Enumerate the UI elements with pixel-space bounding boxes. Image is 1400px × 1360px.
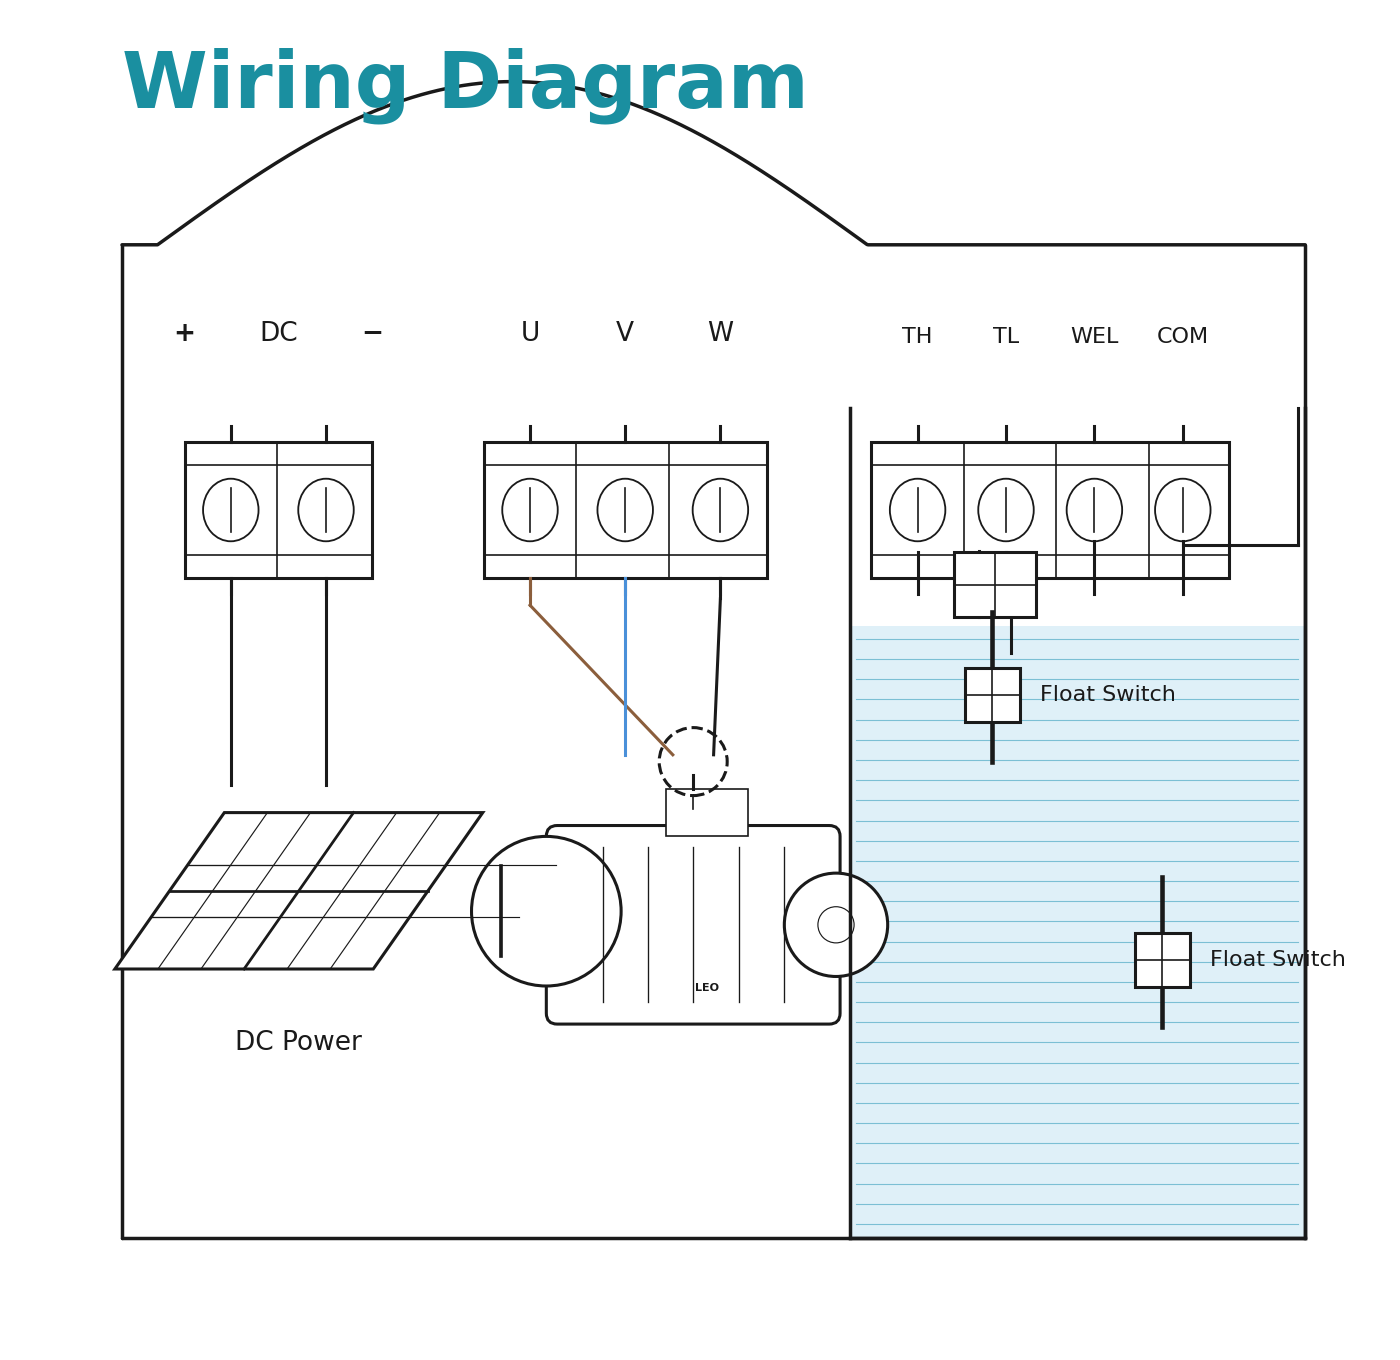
Ellipse shape xyxy=(693,479,748,541)
Text: LEO: LEO xyxy=(694,983,718,993)
Bar xyxy=(850,626,1305,1238)
Text: COM: COM xyxy=(1156,326,1208,347)
Text: V: V xyxy=(616,321,634,347)
Bar xyxy=(1135,933,1190,987)
FancyBboxPatch shape xyxy=(546,826,840,1024)
Text: TH: TH xyxy=(903,326,932,347)
Text: WEL: WEL xyxy=(1070,326,1119,347)
Bar xyxy=(666,789,748,836)
Ellipse shape xyxy=(890,479,945,541)
Text: Wiring Diagram: Wiring Diagram xyxy=(122,48,809,124)
Bar xyxy=(955,552,1036,617)
Text: DC Power: DC Power xyxy=(235,1031,363,1057)
Ellipse shape xyxy=(203,479,259,541)
Bar xyxy=(484,442,767,578)
Text: W: W xyxy=(707,321,734,347)
Ellipse shape xyxy=(598,479,652,541)
Ellipse shape xyxy=(298,479,354,541)
Bar xyxy=(965,668,1019,722)
Text: U: U xyxy=(521,321,539,347)
Text: −: − xyxy=(361,321,384,347)
Circle shape xyxy=(818,907,854,942)
Polygon shape xyxy=(115,813,483,968)
Circle shape xyxy=(472,836,622,986)
Ellipse shape xyxy=(1067,479,1123,541)
Ellipse shape xyxy=(503,479,557,541)
Bar xyxy=(185,442,372,578)
Text: +: + xyxy=(174,321,196,347)
Text: Float Switch: Float Switch xyxy=(1210,951,1345,970)
Bar xyxy=(871,442,1229,578)
Ellipse shape xyxy=(1155,479,1211,541)
Text: DC: DC xyxy=(259,321,298,347)
Ellipse shape xyxy=(979,479,1033,541)
Text: TL: TL xyxy=(993,326,1019,347)
Circle shape xyxy=(784,873,888,976)
Text: Float Switch: Float Switch xyxy=(1040,685,1176,704)
